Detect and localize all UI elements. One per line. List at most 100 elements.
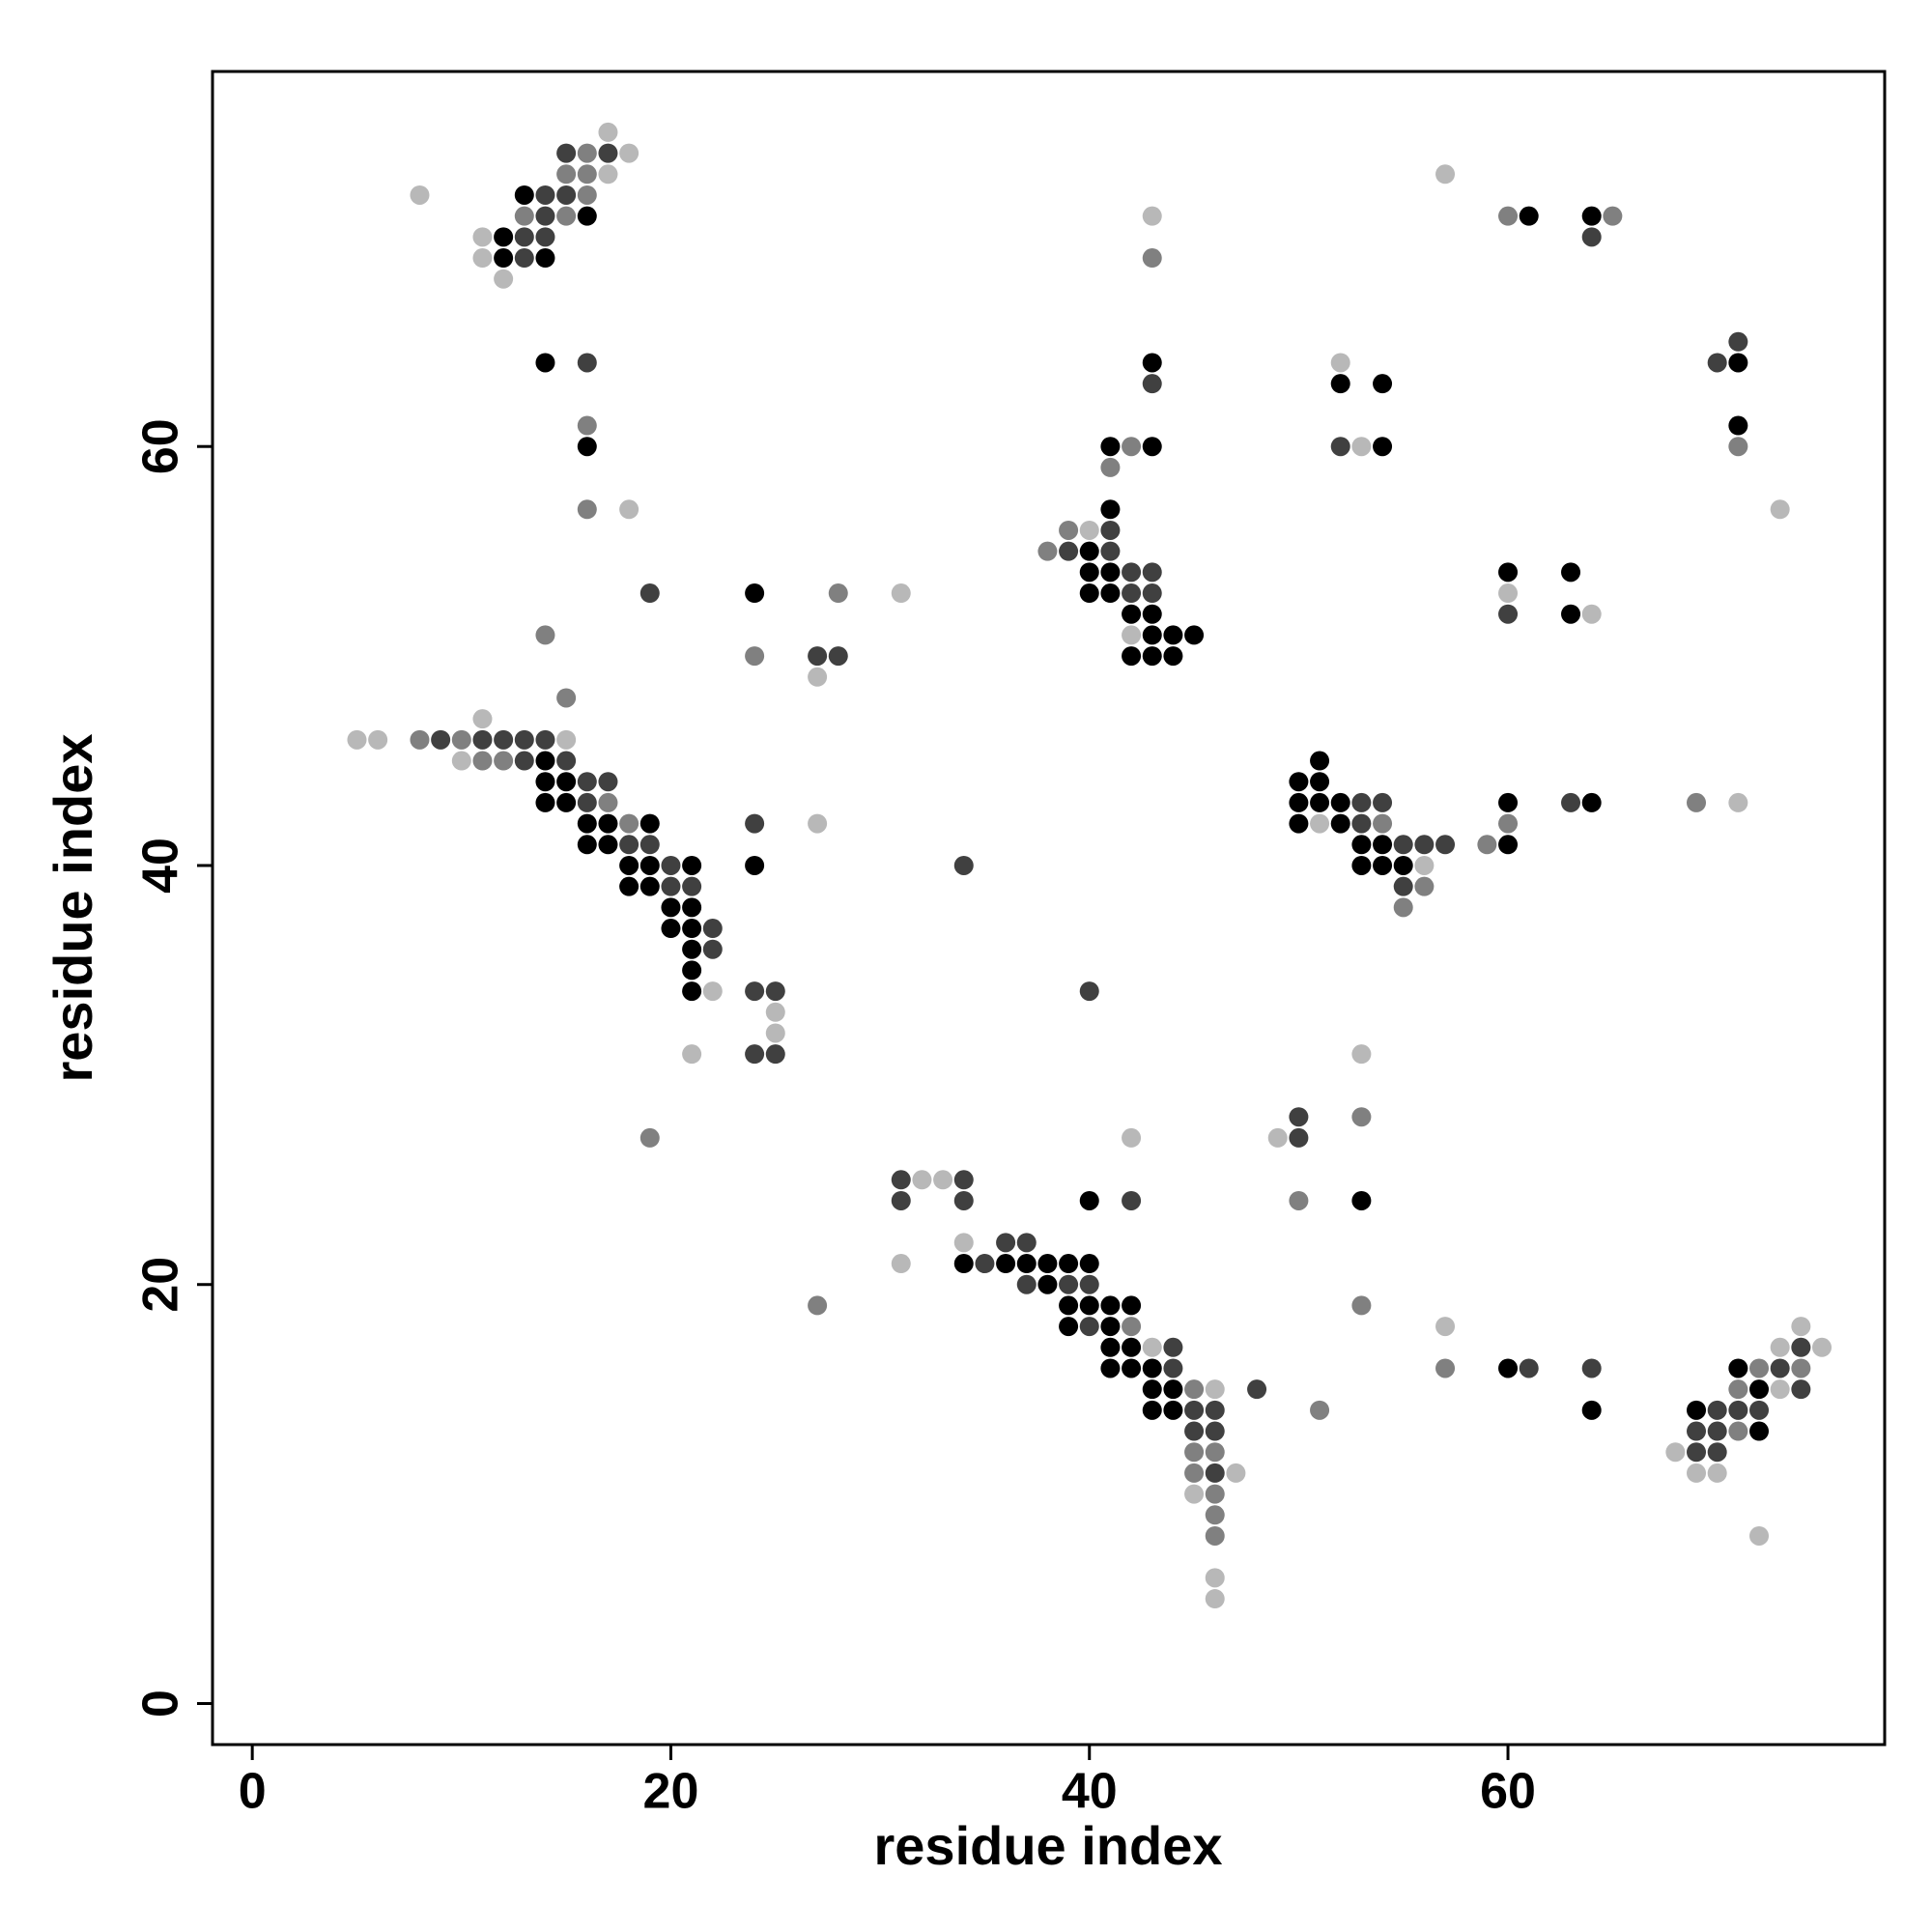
- point: [1351, 1190, 1372, 1210]
- point: [661, 919, 681, 939]
- point: [1414, 835, 1435, 855]
- point: [1707, 353, 1727, 373]
- point: [494, 248, 514, 269]
- point: [1142, 1358, 1162, 1378]
- point: [1687, 1463, 1707, 1483]
- point: [577, 437, 597, 457]
- point: [1059, 520, 1079, 540]
- point: [639, 1127, 660, 1148]
- point: [410, 185, 430, 205]
- point: [1142, 1337, 1162, 1357]
- point: [639, 835, 660, 855]
- point: [808, 813, 828, 834]
- point: [1289, 772, 1309, 792]
- point: [1393, 876, 1413, 896]
- plot-frame: [211, 70, 1887, 1747]
- point: [1728, 353, 1748, 373]
- point: [1519, 1358, 1539, 1378]
- point: [1770, 499, 1790, 520]
- point: [1079, 1254, 1099, 1274]
- point: [1393, 855, 1413, 875]
- point: [1351, 1107, 1372, 1127]
- point: [1289, 813, 1309, 834]
- point: [1749, 1400, 1770, 1420]
- point: [1122, 625, 1142, 645]
- point: [1122, 604, 1142, 624]
- point: [1330, 792, 1350, 812]
- point: [1163, 625, 1183, 645]
- point: [577, 164, 597, 185]
- point: [765, 1044, 785, 1065]
- point: [472, 729, 493, 750]
- point: [639, 876, 660, 896]
- point: [1142, 374, 1162, 394]
- point: [1100, 457, 1121, 477]
- point: [1289, 792, 1309, 812]
- x-tick-label: 60: [1480, 1764, 1536, 1820]
- point: [1122, 437, 1142, 457]
- point: [598, 143, 618, 163]
- point: [556, 164, 577, 185]
- point: [996, 1254, 1016, 1274]
- point: [1016, 1274, 1037, 1294]
- point: [702, 939, 723, 959]
- point: [1059, 1254, 1079, 1274]
- point: [682, 939, 702, 959]
- point: [1373, 835, 1393, 855]
- point: [535, 729, 555, 750]
- point: [1561, 792, 1581, 812]
- y-tick-label: 60: [133, 418, 189, 474]
- point: [1310, 1400, 1330, 1420]
- point: [1687, 792, 1707, 812]
- point: [1163, 1379, 1183, 1400]
- point: [1205, 1484, 1225, 1504]
- point: [472, 751, 493, 771]
- point: [1100, 520, 1121, 540]
- point: [1247, 1379, 1267, 1400]
- point: [1351, 1044, 1372, 1065]
- point: [1707, 1463, 1727, 1483]
- point: [1791, 1337, 1811, 1357]
- point: [891, 1170, 911, 1190]
- point: [1184, 1421, 1205, 1441]
- point: [1791, 1379, 1811, 1400]
- point: [1059, 1274, 1079, 1294]
- point: [1100, 1358, 1121, 1378]
- point: [556, 751, 577, 771]
- point: [410, 729, 430, 750]
- point: [1728, 1379, 1748, 1400]
- point: [1226, 1463, 1246, 1483]
- x-tick-label: 0: [239, 1764, 267, 1820]
- y-tick-label: 0: [133, 1690, 189, 1718]
- point: [1393, 897, 1413, 918]
- point: [1728, 1421, 1748, 1441]
- point: [619, 499, 639, 520]
- point: [368, 729, 388, 750]
- point: [996, 1233, 1016, 1253]
- point: [1687, 1442, 1707, 1463]
- point: [1351, 437, 1372, 457]
- point: [1267, 1127, 1288, 1148]
- point: [1122, 1337, 1142, 1357]
- point: [1184, 1400, 1205, 1420]
- point: [577, 185, 597, 205]
- y-axis-title: residue index: [43, 733, 103, 1082]
- point: [1581, 1400, 1602, 1420]
- point: [953, 1170, 974, 1190]
- point: [1100, 1337, 1121, 1357]
- point: [1414, 855, 1435, 875]
- point: [1728, 792, 1748, 812]
- point: [912, 1170, 932, 1190]
- point: [1435, 164, 1456, 185]
- point: [1122, 1295, 1142, 1316]
- point: [661, 876, 681, 896]
- point: [1687, 1421, 1707, 1441]
- point: [514, 185, 534, 205]
- point: [1079, 583, 1099, 604]
- point: [1122, 1190, 1142, 1210]
- point: [1059, 1317, 1079, 1337]
- point: [1310, 792, 1330, 812]
- point: [1205, 1379, 1225, 1400]
- point: [1079, 1190, 1099, 1210]
- point: [1100, 1295, 1121, 1316]
